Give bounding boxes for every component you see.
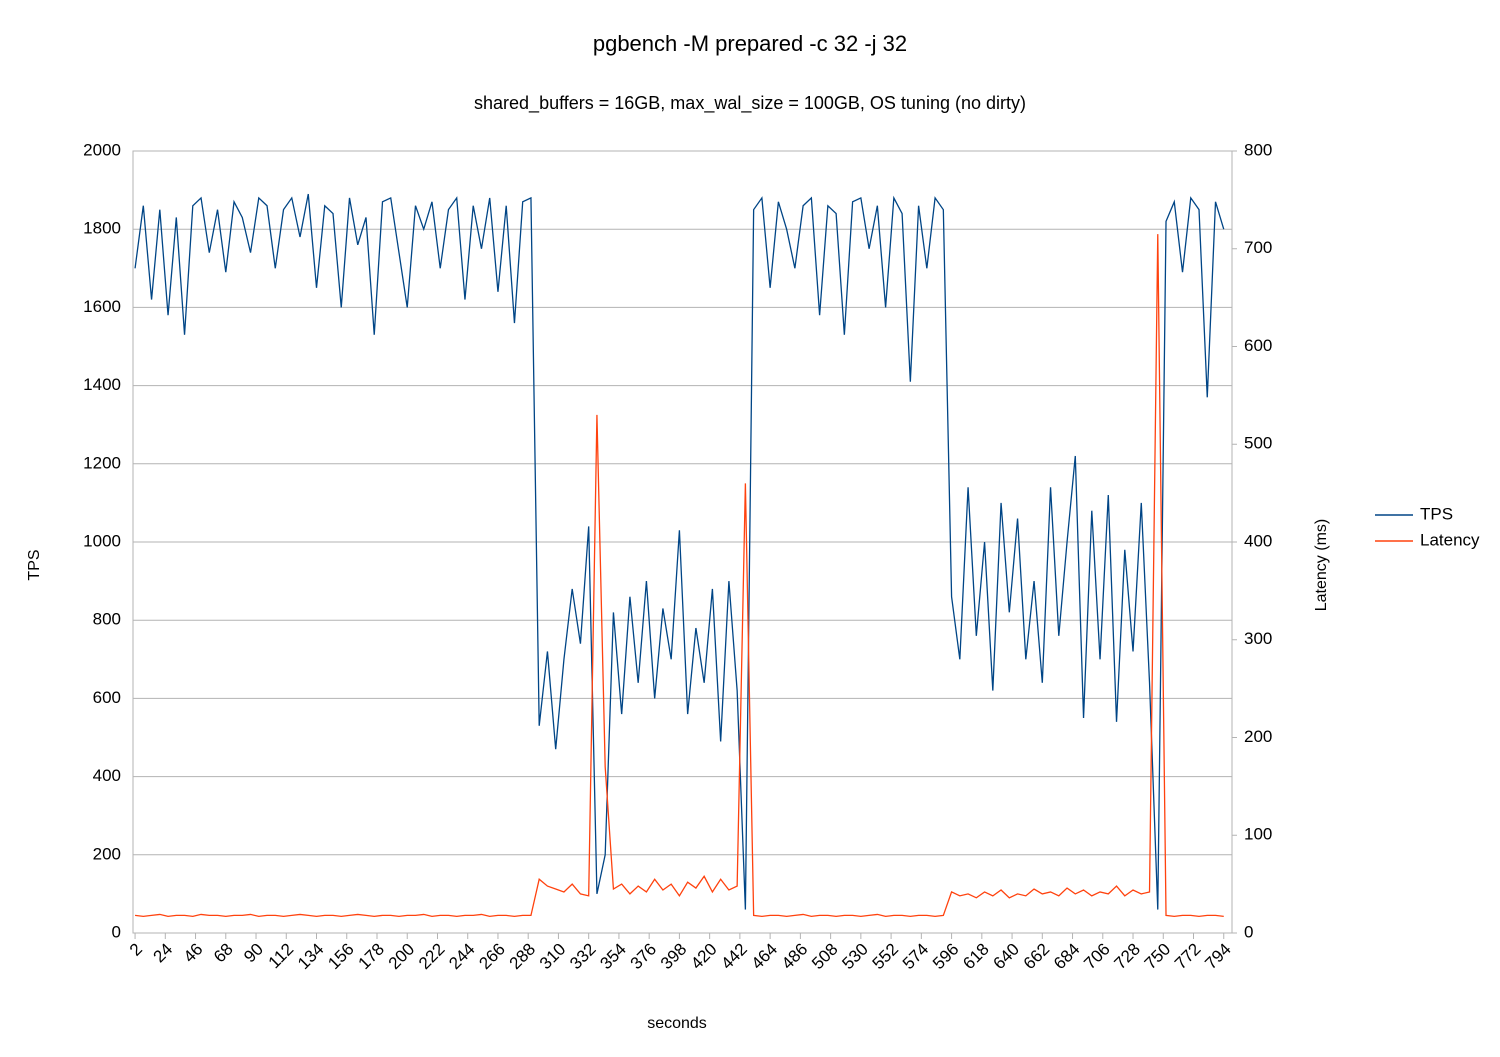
y-tick-label: 600 [93, 688, 121, 707]
y-tick-label: 2000 [83, 140, 121, 159]
y2-tick-label: 100 [1244, 825, 1272, 844]
y-tick-label: 1200 [83, 453, 121, 472]
x-tick-label: 134 [294, 940, 327, 973]
series-line [134, 193, 1225, 910]
y2-tick-label: 0 [1244, 922, 1253, 941]
x-tick-label: 398 [657, 940, 690, 973]
x-tick-label: 354 [596, 940, 629, 973]
x-tick-label: 244 [445, 940, 478, 973]
x-tick-label: 266 [475, 940, 508, 973]
x-tick-label: 332 [566, 940, 599, 973]
x-tick-label: 46 [180, 940, 207, 967]
y-tick-label: 0 [112, 922, 121, 941]
chart-subtitle: shared_buffers = 16GB, max_wal_size = 10… [474, 93, 1026, 114]
y-tick-label: 1000 [83, 531, 121, 550]
x-tick-label: 310 [536, 940, 569, 973]
x-tick-label: 618 [959, 940, 992, 973]
x-tick-label: 376 [627, 940, 660, 973]
legend-label: TPS [1420, 504, 1453, 523]
x-tick-label: 596 [929, 940, 962, 973]
y2-axis-label: Latency (ms) [1313, 519, 1330, 611]
x-tick-label: 706 [1080, 940, 1113, 973]
y2-tick-label: 200 [1244, 727, 1272, 746]
x-tick-label: 420 [687, 940, 720, 973]
y-tick-label: 1400 [83, 375, 121, 394]
y-tick-label: 1800 [83, 219, 121, 238]
y-tick-label: 200 [93, 844, 121, 863]
x-tick-label: 442 [717, 940, 750, 973]
x-tick-label: 486 [778, 940, 811, 973]
x-tick-label: 2 [126, 940, 146, 960]
y-tick-label: 1600 [83, 297, 121, 316]
y-tick-label: 800 [93, 610, 121, 629]
x-tick-label: 772 [1171, 940, 1204, 973]
y-axis-label: TPS [26, 549, 43, 580]
plot-frame [132, 150, 1233, 934]
chart-title: pgbench -M prepared -c 32 -j 32 [593, 31, 907, 56]
x-tick-label: 90 [240, 940, 267, 967]
x-tick-label: 200 [385, 940, 418, 973]
series-line [134, 234, 1224, 918]
y-tick-label: 400 [93, 766, 121, 785]
x-tick-label: 530 [838, 940, 871, 973]
x-tick-label: 156 [324, 940, 357, 973]
x-tick-label: 794 [1201, 940, 1234, 973]
x-tick-label: 750 [1141, 940, 1174, 973]
x-tick-label: 552 [869, 940, 902, 973]
x-tick-label: 68 [210, 940, 237, 967]
x-tick-label: 508 [808, 940, 841, 973]
x-tick-label: 640 [990, 940, 1023, 973]
y2-tick-label: 300 [1244, 629, 1272, 648]
x-tick-label: 288 [506, 940, 539, 973]
y2-tick-label: 700 [1244, 238, 1272, 257]
x-tick-label: 464 [748, 940, 781, 973]
y2-tick-label: 500 [1244, 434, 1272, 453]
x-tick-label: 684 [1050, 940, 1083, 973]
x-tick-label: 112 [265, 940, 298, 973]
x-tick-label: 728 [1111, 940, 1144, 973]
x-tick-label: 574 [899, 940, 932, 973]
y2-tick-label: 800 [1244, 140, 1272, 159]
y2-tick-label: 400 [1244, 531, 1272, 550]
x-tick-label: 24 [149, 940, 176, 967]
x-tick-label: 222 [415, 940, 448, 973]
legend-label: Latency [1420, 530, 1480, 549]
y2-tick-label: 600 [1244, 336, 1272, 355]
x-tick-label: 178 [354, 940, 387, 973]
x-axis-label: seconds [647, 1015, 707, 1032]
x-tick-label: 662 [1020, 940, 1053, 973]
